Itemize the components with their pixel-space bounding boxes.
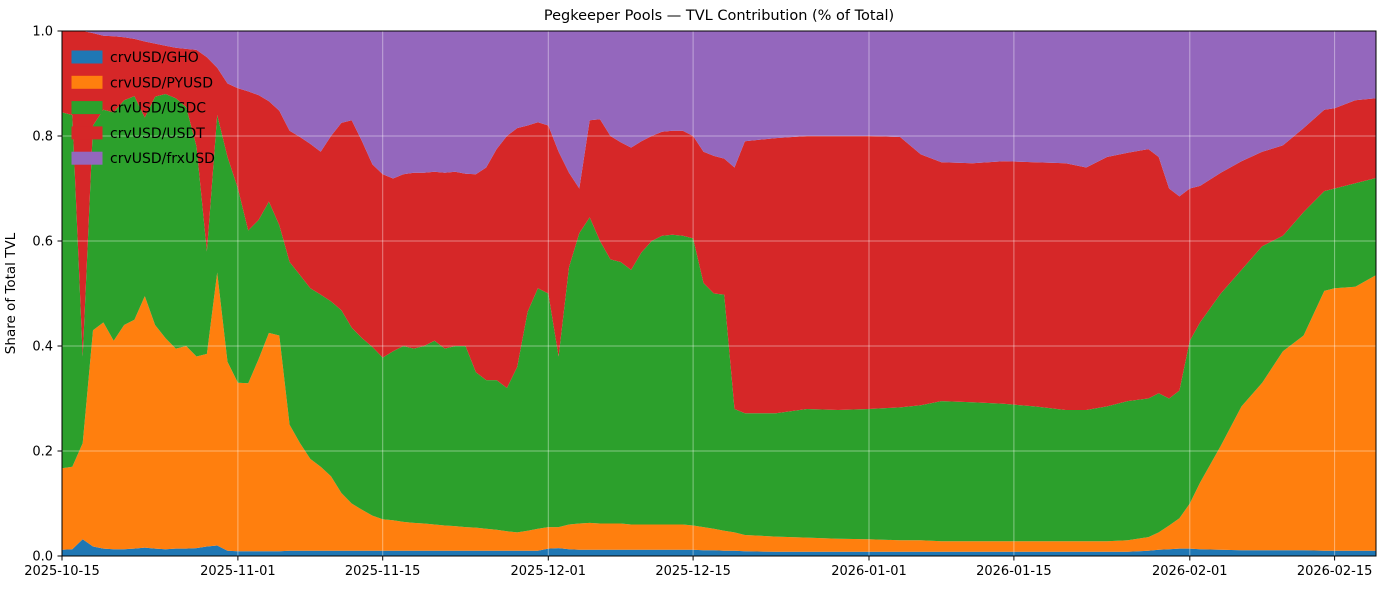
x-axis: 2025-10-15 2025-11-01 2025-11-15 2025-12-01… bbox=[24, 556, 1372, 579]
x-tick-label: 2025-11-01 bbox=[200, 564, 276, 579]
legend-label: crvUSD/USDT bbox=[110, 126, 205, 142]
legend-swatch-crvusd-usdc bbox=[71, 101, 103, 115]
area-crvusd-frxusd bbox=[62, 31, 1376, 197]
y-axis: 0.0 0.2 0.4 0.6 0.8 1.0 bbox=[32, 25, 62, 565]
legend-label: crvUSD/USDC bbox=[110, 101, 206, 117]
area-crvusd-usdt bbox=[62, 31, 1376, 414]
legend-swatch-crvusd-pyusd bbox=[71, 75, 103, 89]
legend-label: crvUSD/frxUSD bbox=[110, 151, 215, 167]
legend-label: crvUSD/GHO bbox=[110, 50, 199, 66]
y-tick-label: 0.8 bbox=[32, 130, 53, 145]
y-tick-label: 0.0 bbox=[32, 550, 53, 565]
x-tick-label: 2025-12-15 bbox=[655, 564, 731, 579]
y-axis-label: Share of Total TVL bbox=[3, 232, 19, 354]
y-tick-label: 0.4 bbox=[32, 340, 53, 355]
area-crvusd-pyusd bbox=[62, 272, 1376, 552]
legend-swatch-crvusd-gho bbox=[71, 50, 103, 64]
y-tick-label: 0.6 bbox=[32, 235, 53, 250]
chart-title: Pegkeeper Pools — TVL Contribution (% of… bbox=[544, 8, 894, 24]
legend-swatch-crvusd-usdt bbox=[71, 126, 103, 140]
legend-swatch-crvusd-frxusd bbox=[71, 151, 103, 165]
x-tick-label: 2025-11-15 bbox=[345, 564, 421, 579]
x-tick-label: 2026-02-01 bbox=[1152, 564, 1228, 579]
x-tick-label: 2026-02-15 bbox=[1297, 564, 1373, 579]
legend: crvUSD/GHO crvUSD/PYUSD crvUSD/USDC crvUSD/… bbox=[71, 50, 215, 167]
axes-spines bbox=[61, 30, 1377, 557]
x-tick-label: 2026-01-15 bbox=[976, 564, 1052, 579]
legend-label: crvUSD/PYUSD bbox=[110, 75, 213, 91]
y-tick-label: 0.2 bbox=[32, 445, 53, 460]
x-tick-label: 2025-12-01 bbox=[511, 564, 587, 579]
y-tick-label: 1.0 bbox=[32, 25, 53, 40]
x-tick-label: 2026-01-01 bbox=[831, 564, 907, 579]
x-tick-label: 2025-10-15 bbox=[24, 564, 100, 579]
stacked-areas bbox=[62, 31, 1376, 556]
area-crvusd-usdc bbox=[62, 94, 1376, 542]
